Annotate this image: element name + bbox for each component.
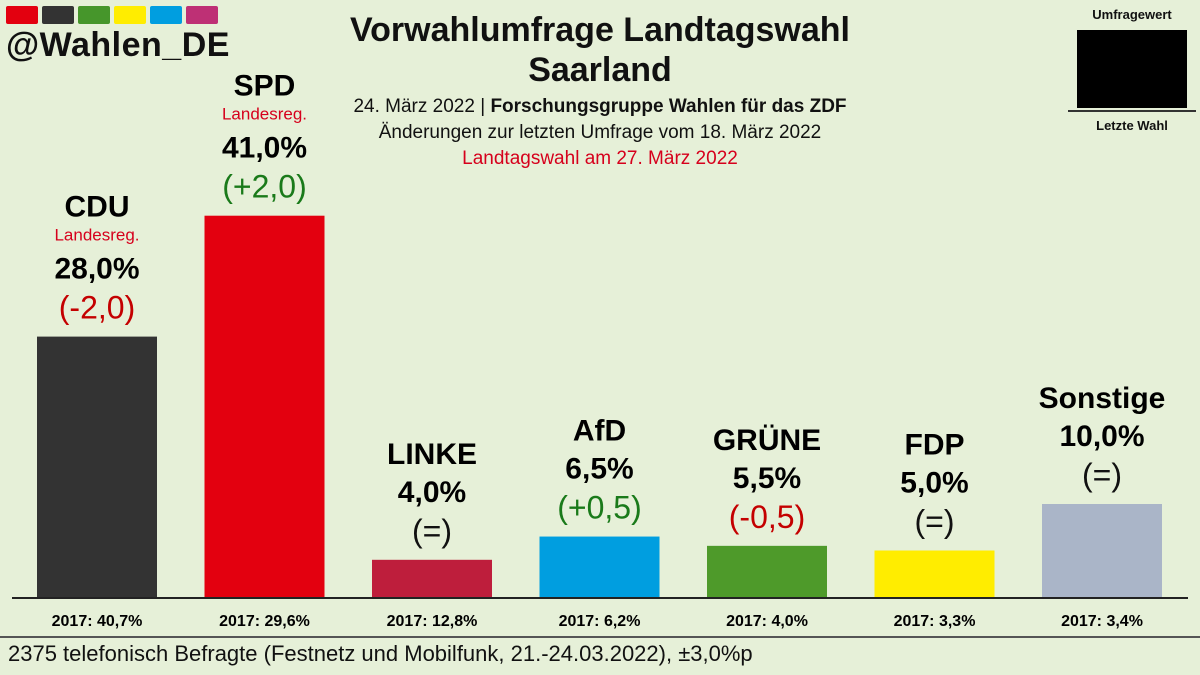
previous-result-label: 2017: 3,4% — [1061, 613, 1143, 630]
bar-afd — [539, 536, 660, 597]
legend-baseline — [1068, 110, 1196, 112]
change-label: (+0,5) — [557, 490, 641, 526]
value-label: 10,0% — [1059, 420, 1144, 453]
party-color-swatches — [6, 6, 218, 24]
government-label: Landesreg. — [222, 105, 307, 124]
party-label: Sonstige — [1039, 382, 1166, 415]
party-label: AfD — [573, 415, 626, 448]
change-label: (=) — [412, 513, 452, 549]
legend-poll-label: Umfragewert — [1092, 7, 1172, 22]
party-label: FDP — [905, 429, 965, 462]
value-label: 28,0% — [54, 253, 139, 286]
bar-fdp — [874, 550, 995, 597]
party-label: CDU — [65, 191, 130, 224]
previous-result-label: 2017: 29,6% — [219, 613, 310, 630]
color-swatch — [42, 6, 74, 24]
value-label: 6,5% — [565, 453, 633, 486]
change-label: (=) — [915, 504, 955, 540]
value-label: 4,0% — [398, 476, 466, 509]
previous-result-label: 2017: 40,7% — [52, 613, 143, 630]
value-label: 5,5% — [733, 462, 801, 495]
account-handle: @Wahlen_DE — [6, 26, 230, 64]
change-label: (=) — [1082, 457, 1122, 493]
title-line-1: Vorwahlumfrage Landtagswahl — [349, 11, 850, 49]
color-swatch — [150, 6, 182, 24]
bar-spd — [204, 215, 325, 597]
bar-cdu — [37, 336, 157, 597]
color-swatch — [78, 6, 110, 24]
survey-info: 24. März 2022 | Forschungsgruppe Wahlen … — [250, 96, 950, 118]
previous-result-label: 2017: 6,2% — [559, 613, 641, 630]
bar-sonstige — [1042, 504, 1162, 597]
footer-note: 2375 telefonisch Befragte (Festnetz und … — [8, 641, 753, 666]
bar-chart: (-2,0) 28,0% Landesreg. CDU 2017: 40,7% (+2,0… — [12, 70, 1188, 630]
previous-result-label: 2017: 3,3% — [894, 613, 976, 630]
change-label: (-0,5) — [729, 499, 805, 535]
party-label: LINKE — [387, 438, 477, 471]
change-label: (+2,0) — [222, 169, 306, 205]
value-label: 41,0% — [222, 132, 307, 165]
survey-date: 24. März 2022 — [353, 96, 475, 117]
legend: Umfragewert Letzte Wahl — [1068, 0, 1196, 140]
changes-note: Änderungen zur letzten Umfrage vom 18. M… — [378, 122, 822, 143]
election-note: Landtagswahl am 27. März 2022 — [462, 148, 738, 169]
bar-grüne — [707, 545, 827, 597]
color-swatch — [186, 6, 218, 24]
government-label: Landesreg. — [54, 226, 139, 245]
bar-linke — [372, 559, 492, 597]
party-label: SPD — [234, 70, 296, 103]
previous-result-label: 2017: 12,8% — [387, 613, 478, 630]
party-label: GRÜNE — [713, 424, 821, 457]
chart-title: Vorwahlumfrage Landtagswahl Saarland — [250, 10, 950, 90]
color-swatch — [6, 6, 38, 24]
separator: | — [474, 96, 491, 117]
change-label: (-2,0) — [59, 290, 135, 326]
footer-divider — [0, 636, 1200, 638]
legend-poll-bar — [1077, 30, 1187, 108]
survey-institute: Forschungsgruppe Wahlen für das ZDF — [490, 96, 847, 117]
legend-last-election-label: Letzte Wahl — [1096, 118, 1168, 133]
value-label: 5,0% — [900, 467, 968, 500]
color-swatch — [114, 6, 146, 24]
title-line-2: Saarland — [528, 51, 672, 89]
previous-result-label: 2017: 4,0% — [726, 613, 808, 630]
